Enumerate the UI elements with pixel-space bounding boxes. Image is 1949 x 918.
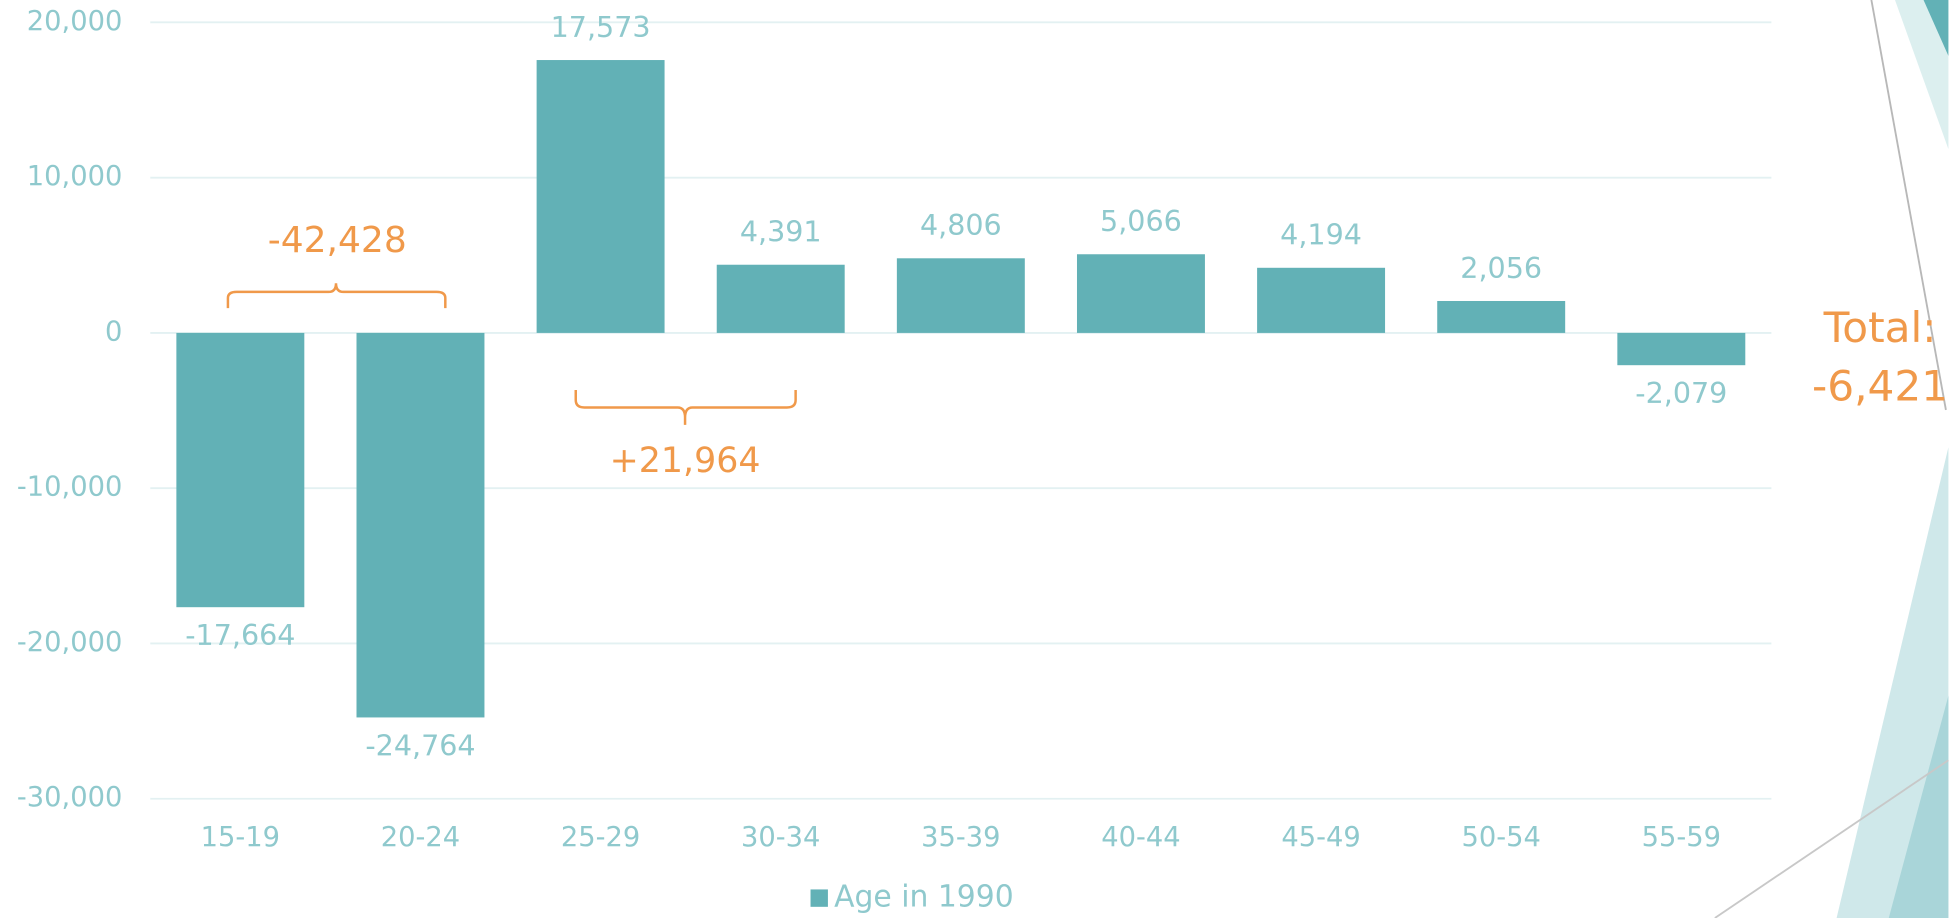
x-tick-label: 20-24 — [381, 822, 460, 853]
legend-swatch — [810, 889, 828, 907]
data-label: 17,573 — [551, 10, 651, 44]
bar — [356, 332, 485, 718]
decoration — [1714, 0, 1949, 918]
decor-line — [1870, 0, 1947, 411]
brace — [226, 283, 447, 309]
data-label: 5,066 — [1100, 204, 1182, 238]
brace — [574, 390, 797, 425]
data-label: -2,079 — [1635, 376, 1727, 410]
bar — [896, 258, 1025, 333]
bar — [1076, 254, 1205, 333]
x-tick-label: 40-44 — [1101, 822, 1180, 853]
x-tick-label: 25-29 — [561, 822, 640, 853]
x-tick-label: 45-49 — [1281, 822, 1360, 853]
decor-shape — [1888, 695, 1949, 918]
annotation: Total: — [1823, 303, 1937, 352]
data-label: 4,806 — [920, 208, 1002, 242]
x-tick-label: 50-54 — [1462, 822, 1541, 853]
decor-shape — [1894, 0, 1949, 150]
bar — [1617, 332, 1746, 366]
y-tick-label: 20,000 — [27, 6, 123, 37]
annotation: -6,421 — [1812, 361, 1948, 410]
y-tick-label: 0 — [105, 316, 122, 347]
y-tick-label: 10,000 — [27, 161, 123, 192]
decor-line — [1714, 759, 1949, 918]
annotation: -42,428 — [268, 220, 407, 261]
bar — [1257, 267, 1386, 333]
legend-label: Age in 1990 — [834, 880, 1014, 915]
bar — [716, 264, 845, 333]
data-label: 4,391 — [740, 215, 822, 249]
data-label: -24,764 — [365, 728, 475, 762]
x-tick-label: 30-34 — [741, 822, 820, 853]
data-label: -17,664 — [185, 618, 295, 652]
data-label: 2,056 — [1460, 251, 1542, 285]
bar — [176, 332, 305, 608]
data-label: 4,194 — [1280, 218, 1362, 252]
x-tick-label: 55-59 — [1642, 822, 1721, 853]
decor-shape — [1923, 0, 1949, 56]
y-tick-label: -10,000 — [17, 472, 122, 503]
bar — [536, 60, 665, 333]
x-tick-label: 35-39 — [921, 822, 1000, 853]
annotation: +21,964 — [610, 441, 761, 481]
bar — [1437, 300, 1566, 333]
y-tick-label: -20,000 — [17, 627, 122, 658]
x-tick-label: 15-19 — [201, 822, 280, 853]
y-tick-label: -30,000 — [17, 782, 122, 813]
